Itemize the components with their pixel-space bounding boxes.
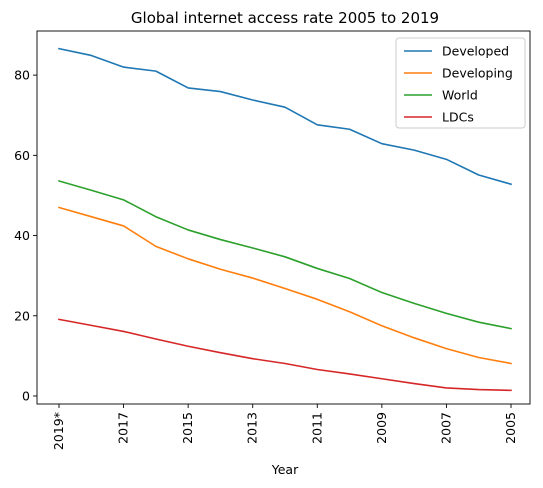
x-tick-label: 2011	[309, 412, 324, 444]
axes-frame	[36, 30, 531, 405]
legend-box	[395, 37, 526, 129]
y-tick-label: 80	[14, 68, 30, 83]
x-tick-label: 2019*	[51, 412, 66, 450]
x-axis: 2019* 2017 2015 2013 2011 2009 2007 2005	[51, 404, 518, 450]
y-tick-label: 60	[14, 148, 30, 163]
plot-area	[58, 47, 512, 392]
chart-title: Global internet access rate 2005 to 2019	[131, 9, 439, 27]
y-axis: 0 20 40 60 80	[14, 68, 37, 403]
x-tick-label: 2015	[180, 412, 195, 444]
x-tick-label: 2005	[503, 412, 518, 444]
y-tick-label: 20	[14, 308, 30, 323]
y-tick-label: 0	[22, 388, 30, 403]
series-line-developed	[58, 47, 512, 186]
x-tick-label: 2007	[438, 412, 453, 444]
y-tick-label: 40	[14, 228, 30, 243]
series-line-world	[58, 180, 512, 330]
legend-label-developing: Developing	[442, 66, 513, 81]
series-line-developing	[58, 206, 512, 365]
legend: Developed Developing World LDCs	[395, 37, 526, 129]
series-line-ldcs	[58, 318, 512, 392]
legend-label-ldcs: LDCs	[442, 110, 474, 125]
x-tick-label: 2013	[245, 412, 260, 444]
legend-label-developed: Developed	[442, 44, 509, 59]
legend-label-world: World	[442, 88, 478, 103]
x-tick-label: 2009	[374, 412, 389, 444]
x-tick-label: 2017	[116, 412, 131, 444]
x-axis-label: Year	[271, 462, 299, 477]
